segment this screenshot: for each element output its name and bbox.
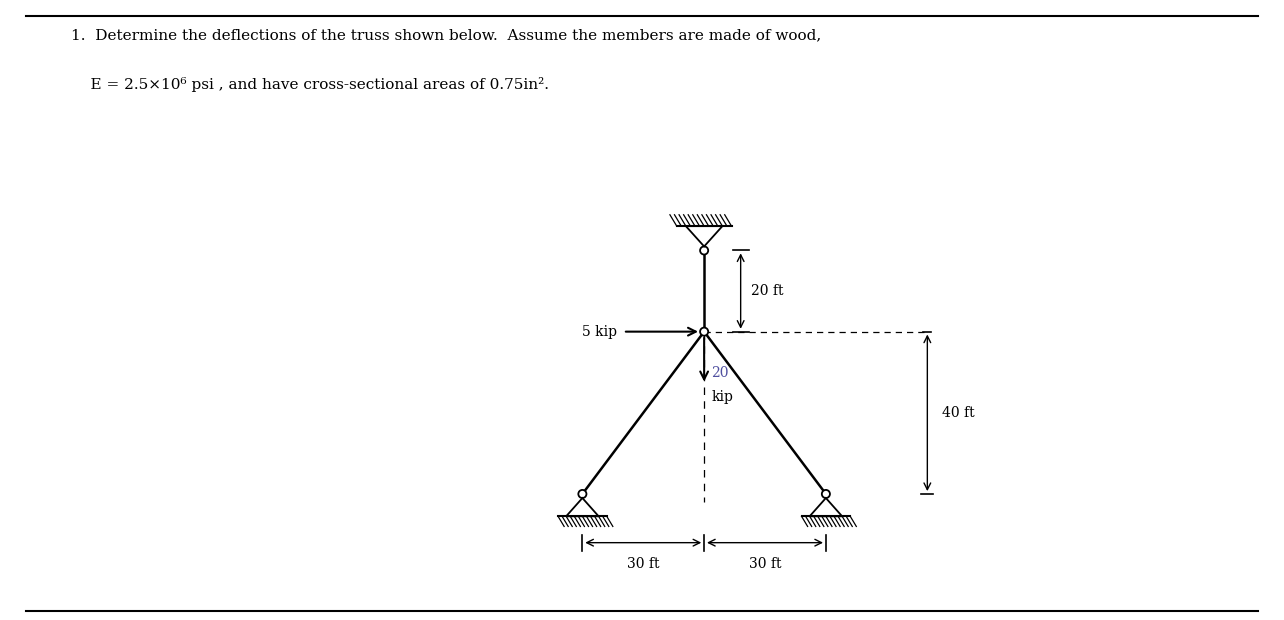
Text: 5 kip: 5 kip [582,325,616,339]
Circle shape [700,246,709,255]
Text: 20: 20 [711,366,729,380]
Text: 30 ft: 30 ft [749,557,781,571]
Text: 20 ft: 20 ft [751,284,783,298]
Text: 30 ft: 30 ft [627,557,660,571]
Text: 40 ft: 40 ft [941,406,975,420]
Circle shape [822,490,829,498]
Circle shape [578,490,587,498]
Text: 1.  Determine the deflections of the truss shown below.  Assume the members are : 1. Determine the deflections of the trus… [71,28,820,42]
Circle shape [700,327,709,335]
Text: kip: kip [711,391,733,404]
Text: E = 2.5×10⁶ psi , and have cross-sectional areas of 0.75in².: E = 2.5×10⁶ psi , and have cross-section… [71,78,548,92]
